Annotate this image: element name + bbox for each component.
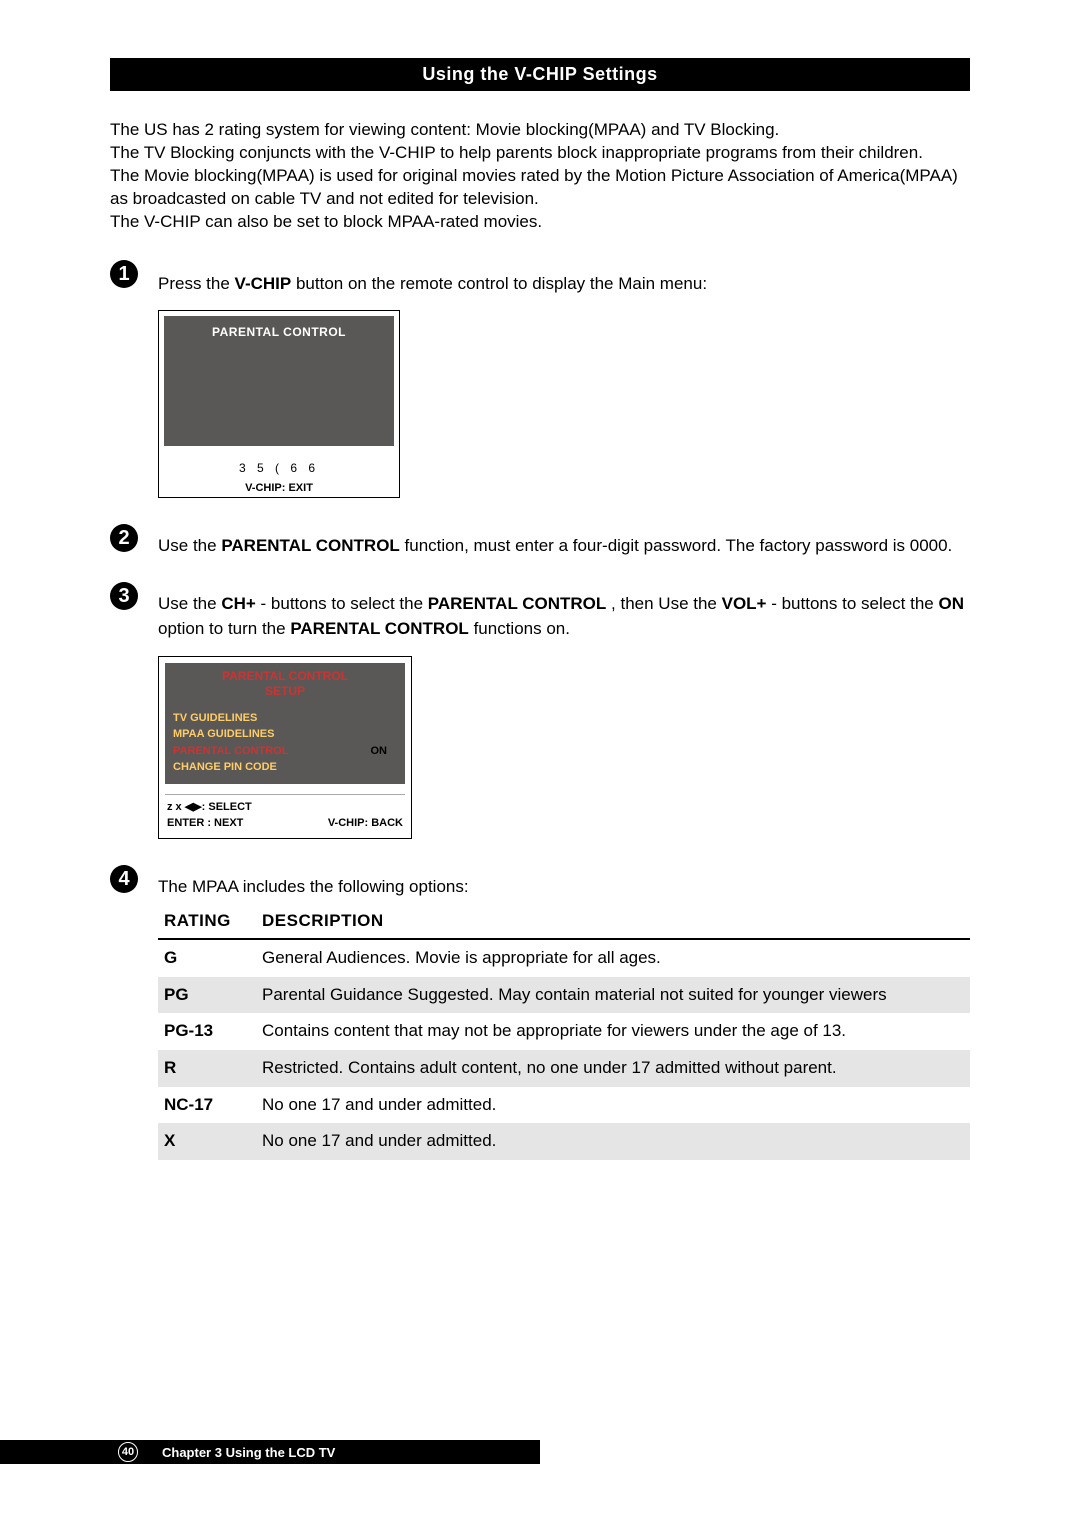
intro-text: The US has 2 rating system for viewing c… xyxy=(110,119,970,234)
table-row: GGeneral Audiences. Movie is appropriate… xyxy=(158,939,970,977)
step-2-icon: 2 xyxy=(110,524,158,552)
step3-b2: PARENTAL CONTROL xyxy=(428,594,607,613)
ratings-col-description: DESCRIPTION xyxy=(256,905,970,939)
rating-code: R xyxy=(158,1050,256,1087)
step-1: 1 Press the V-CHIP button on the remote … xyxy=(110,260,970,518)
step-4-icon: 4 xyxy=(110,865,158,893)
step-3-body: Use the CH+ - buttons to select the PARE… xyxy=(158,582,970,858)
table-row: PGParental Guidance Suggested. May conta… xyxy=(158,977,970,1014)
step-2-body: Use the PARENTAL CONTROL function, must … xyxy=(158,524,970,577)
osd-setup-title: PARENTAL CONTROL SETUP xyxy=(173,669,397,700)
step-number-circle: 1 xyxy=(110,260,138,288)
rating-description: No one 17 and under admitted. xyxy=(256,1087,970,1124)
section-title-bar: Using the V-CHIP Settings xyxy=(110,58,970,91)
osd-menu-pc-value: ON xyxy=(371,743,388,760)
step-number-circle: 4 xyxy=(110,865,138,893)
step-number-circle: 2 xyxy=(110,524,138,552)
rating-code: X xyxy=(158,1123,256,1160)
step-3-icon: 3 xyxy=(110,582,158,610)
step2-b1: PARENTAL CONTROL xyxy=(221,536,400,555)
rating-description: Parental Guidance Suggested. May contain… xyxy=(256,977,970,1014)
manual-page: Using the V-CHIP Settings The US has 2 r… xyxy=(0,0,1080,1532)
osd-menu-tv-guidelines: TV GUIDELINES xyxy=(173,710,397,727)
rating-description: Contains content that may not be appropr… xyxy=(256,1013,970,1050)
step2-t1: Use the xyxy=(158,536,221,555)
page-footer-bar: 40 Chapter 3 Using the LCD TV xyxy=(0,1440,540,1464)
rating-code: NC-17 xyxy=(158,1087,256,1124)
step-number-circle: 3 xyxy=(110,582,138,610)
chapter-label: Chapter 3 Using the LCD TV xyxy=(162,1445,335,1460)
osd-hint-back: V-CHIP: BACK xyxy=(328,815,403,832)
osd-menu-change-pin: CHANGE PIN CODE xyxy=(173,759,397,776)
osd-menu-pc-label: PARENTAL CONTROL xyxy=(173,745,289,757)
step3-b4: ON xyxy=(938,594,964,613)
step3-t4: - buttons to select the xyxy=(771,594,938,613)
osd-footer-hint: V-CHIP: EXIT xyxy=(159,481,399,497)
intro-p3: The Movie blocking(MPAA) is used for ori… xyxy=(110,166,958,208)
intro-p1: The US has 2 rating system for viewing c… xyxy=(110,120,779,139)
step-4-body: The MPAA includes the following options:… xyxy=(158,865,970,1160)
osd-header: PARENTAL CONTROL xyxy=(170,324,388,341)
step3-t5: option to turn the xyxy=(158,619,290,638)
step-1-body: Press the V-CHIP button on the remote co… xyxy=(158,262,970,518)
osd-hint-select: z x ◀▶: SELECT xyxy=(167,799,403,816)
osd-menu-parental-control: PARENTAL CONTROL ON xyxy=(173,743,397,760)
step3-t1: Use the xyxy=(158,594,221,613)
osd-dark-panel: PARENTAL CONTROL xyxy=(164,316,394,446)
osd-setup-dark: PARENTAL CONTROL SETUP TV GUIDELINES MPA… xyxy=(165,663,405,784)
osd-parental-control-setup: PARENTAL CONTROL SETUP TV GUIDELINES MPA… xyxy=(158,656,412,839)
rating-description: Restricted. Contains adult content, no o… xyxy=(256,1050,970,1087)
osd-parental-control: PARENTAL CONTROL 3 5 ( 6 6 V-CHIP: EXIT xyxy=(158,310,400,497)
rating-description: No one 17 and under admitted. xyxy=(256,1123,970,1160)
osd-hint-enter: ENTER : NEXT xyxy=(167,817,243,829)
table-row: XNo one 17 and under admitted. xyxy=(158,1123,970,1160)
step3-t2: - buttons to select the xyxy=(261,594,428,613)
step1-text-post: button on the remote control to display … xyxy=(296,274,707,293)
step4-lead: The MPAA includes the following options: xyxy=(158,875,970,900)
osd-setup-hints: z x ◀▶: SELECT ENTER : NEXT V-CHIP: BACK xyxy=(165,794,405,832)
step3-t3: , then Use the xyxy=(611,594,722,613)
step1-text-pre: Press the xyxy=(158,274,235,293)
intro-p4: The V-CHIP can also be set to block MPAA… xyxy=(110,212,542,231)
step3-t6: functions on. xyxy=(474,619,570,638)
mpaa-ratings-table: RATING DESCRIPTION GGeneral Audiences. M… xyxy=(158,905,970,1159)
step-2: 2 Use the PARENTAL CONTROL function, mus… xyxy=(110,524,970,577)
rating-code: PG xyxy=(158,977,256,1014)
step3-b3: VOL+ xyxy=(722,594,767,613)
osd-setup-title2: SETUP xyxy=(265,684,305,698)
step-1-icon: 1 xyxy=(110,260,158,288)
step3-b1: CH+ xyxy=(221,594,255,613)
osd-menu-mpaa-guidelines: MPAA GUIDELINES xyxy=(173,726,397,743)
vchip-button-label: V-CHIP xyxy=(235,274,292,293)
step-3: 3 Use the CH+ - buttons to select the PA… xyxy=(110,582,970,858)
rating-code: G xyxy=(158,939,256,977)
step3-b5: PARENTAL CONTROL xyxy=(290,619,469,638)
osd-setup-title1: PARENTAL CONTROL xyxy=(222,669,348,683)
page-number: 40 xyxy=(118,1442,138,1462)
ratings-tbody: GGeneral Audiences. Movie is appropriate… xyxy=(158,939,970,1160)
table-row: NC-17No one 17 and under admitted. xyxy=(158,1087,970,1124)
intro-p2: The TV Blocking conjuncts with the V-CHI… xyxy=(110,143,923,162)
rating-code: PG-13 xyxy=(158,1013,256,1050)
table-row: PG-13Contains content that may not be ap… xyxy=(158,1013,970,1050)
step-4: 4 The MPAA includes the following option… xyxy=(110,865,970,1160)
rating-description: General Audiences. Movie is appropriate … xyxy=(256,939,970,977)
step2-t2: function, must enter a four-digit passwo… xyxy=(405,536,953,555)
table-row: RRestricted. Contains adult content, no … xyxy=(158,1050,970,1087)
ratings-col-rating: RATING xyxy=(158,905,256,939)
osd-code: 3 5 ( 6 6 xyxy=(159,460,399,477)
